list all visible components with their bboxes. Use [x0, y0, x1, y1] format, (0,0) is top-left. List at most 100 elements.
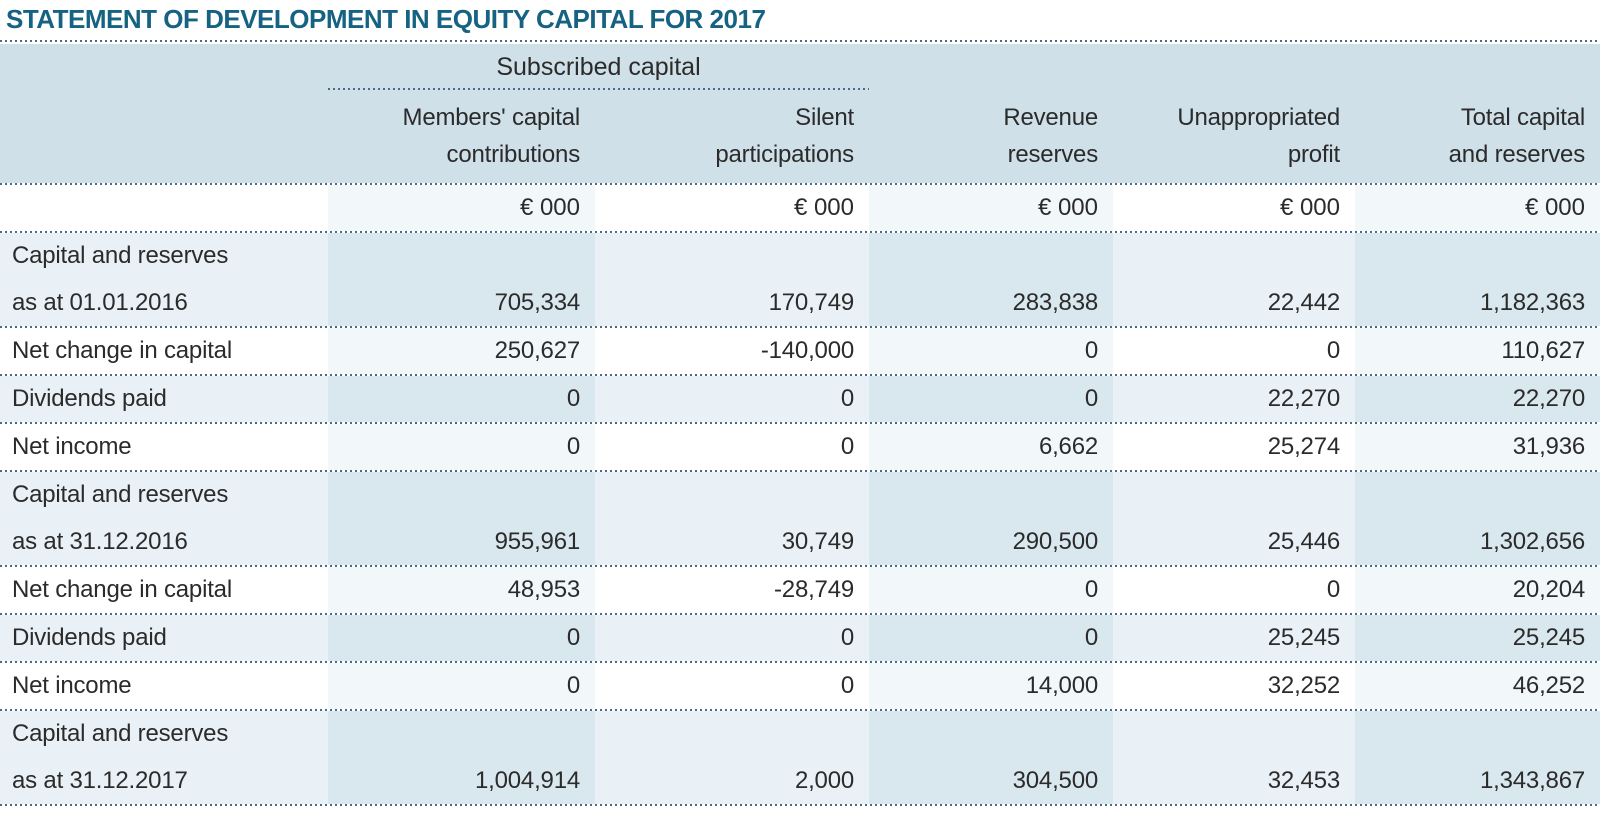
divider: [0, 709, 1600, 711]
cell-members-capital: 0: [328, 615, 595, 661]
unit-row: € 000 € 000 € 000 € 000 € 000: [0, 185, 1600, 231]
group-header-subscribed-capital: Subscribed capital: [328, 44, 869, 90]
table-row-net-change-2017: Net change in capital 48,953 -28,749 0 0…: [0, 567, 1600, 613]
row-label: Dividends paid: [0, 376, 328, 422]
row-label: Dividends paid: [0, 615, 328, 661]
cell-silent-participations: 0: [840, 384, 854, 412]
cell-members-capital: 0: [328, 663, 595, 709]
row-label-line1: Dividends paid: [12, 384, 167, 412]
unit-label: € 000: [869, 185, 1113, 231]
cell-total-capital: 1,302,656: [1355, 472, 1600, 565]
cell-members-capital: 1,004,914: [328, 711, 595, 804]
cell-total-capital: 25,245: [1355, 615, 1600, 661]
divider: [0, 661, 1600, 663]
column-header-line2: contributions: [446, 141, 581, 168]
cell-revenue-reserves: 0: [869, 328, 1113, 374]
group-header-row: Subscribed capital: [0, 44, 1600, 90]
cell-revenue-reserves: 0: [869, 615, 1113, 661]
cell-total-capital: 31,936: [1355, 424, 1600, 470]
cell-unappropriated-profit: 32,252: [1267, 671, 1340, 699]
cell-silent-participations: -140,000: [760, 336, 854, 364]
divider: [0, 470, 1600, 472]
cell-revenue-reserves: 0: [869, 567, 1113, 613]
cell-members-capital: 48,953: [328, 567, 595, 613]
cell-revenue-reserves: 6,662: [869, 424, 1113, 470]
row-label-line2: as at 31.12.2016: [12, 528, 188, 556]
column-header-spacer: [0, 90, 328, 183]
row-label: Net change in capital: [0, 328, 328, 374]
column-header-line2: participations: [715, 141, 854, 168]
cell-revenue-reserves: 290,500: [869, 472, 1113, 565]
cell-unappropriated-profit: 32,453: [1267, 767, 1340, 795]
table-row-dividends-2016: Dividends paid 0 0 0 22,270 22,270: [0, 376, 1600, 422]
cell-members-capital: 250,627: [328, 328, 595, 374]
column-header-line2: reserves: [1007, 141, 1099, 168]
table-row-dividends-2017: Dividends paid 0 0 0 25,245 25,245: [0, 615, 1600, 661]
cell-unappropriated-profit: 0: [1326, 336, 1340, 364]
unit-label: € 000: [1355, 185, 1600, 231]
row-label: Net income: [0, 663, 328, 709]
divider: [0, 422, 1600, 424]
cell-silent-participations: 0: [840, 623, 854, 651]
column-header-line1: Revenue: [1003, 103, 1098, 131]
column-header-line1: Silent: [795, 103, 854, 131]
unit-label: € 000: [328, 185, 595, 231]
divider: [0, 565, 1600, 567]
cell-members-capital: 0: [328, 424, 595, 470]
row-label: Net income: [0, 424, 328, 470]
divider: [0, 183, 1600, 185]
row-label-line1: Capital and reserves: [12, 481, 229, 508]
cell-unappropriated-profit: 22,270: [1267, 384, 1340, 412]
cell-silent-participations: 170,749: [768, 289, 855, 317]
row-label: Capital and reserves as at 31.12.2017: [0, 711, 328, 804]
row-label: Capital and reserves as at 01.01.2016: [0, 233, 328, 326]
cell-revenue-reserves: 283,838: [869, 233, 1113, 326]
column-header-total-capital: Total capital and reserves: [1355, 90, 1600, 183]
cell-unappropriated-profit: 25,446: [1267, 528, 1340, 556]
table-header: Subscribed capital Members' capital cont…: [0, 44, 1600, 183]
unit-label: € 000: [793, 194, 854, 221]
row-label-line2: as at 01.01.2016: [12, 289, 188, 317]
row-label-line1: Capital and reserves: [12, 242, 229, 269]
cell-unappropriated-profit: 25,245: [1267, 623, 1340, 651]
cell-silent-participations: -28,749: [774, 575, 854, 603]
cell-total-capital: 110,627: [1355, 328, 1600, 374]
divider-bottom: [0, 804, 1600, 806]
page-title: STATEMENT OF DEVELOPMENT IN EQUITY CAPIT…: [6, 4, 766, 34]
row-label-line1: Net change in capital: [12, 336, 232, 364]
row-label-line1: Net income: [12, 671, 132, 699]
cell-silent-participations: 2,000: [794, 767, 854, 795]
cell-unappropriated-profit: 25,274: [1267, 432, 1340, 460]
row-label-line1: Net income: [12, 432, 132, 460]
cell-members-capital: 705,334: [328, 233, 595, 326]
table-row-closing-2016: Capital and reserves as at 31.12.2016 95…: [0, 472, 1600, 565]
column-header-line2: and reserves: [1448, 141, 1586, 168]
divider: [0, 374, 1600, 376]
column-header-line2: profit: [1287, 141, 1340, 168]
cell-total-capital: 1,182,363: [1355, 233, 1600, 326]
cell-silent-participations: 30,749: [781, 528, 854, 556]
cell-unappropriated-profit: 0: [1326, 575, 1340, 603]
row-label-line1: Capital and reserves: [12, 720, 229, 747]
unit-spacer: [0, 185, 328, 231]
column-header-members-capital: Members' capital contributions: [328, 90, 595, 183]
column-header-revenue-reserves: Revenue reserves: [869, 90, 1113, 183]
table-row-closing-2017: Capital and reserves as at 31.12.2017 1,…: [0, 711, 1600, 804]
column-header-line1: Members' capital: [402, 103, 581, 131]
column-headers-row: Members' capital contributions Silent pa…: [0, 90, 1600, 183]
cell-members-capital: 0: [328, 376, 595, 422]
column-header-line1: Unappropriated: [1177, 103, 1340, 131]
row-label: Net change in capital: [0, 567, 328, 613]
divider-top: [0, 40, 1600, 42]
table-row-net-income-2016: Net income 0 0 6,662 25,274 31,936: [0, 424, 1600, 470]
column-header-unappropriated-profit: Unappropriated profit: [1113, 90, 1355, 183]
row-label-line1: Net change in capital: [12, 575, 232, 603]
divider: [0, 231, 1600, 233]
cell-total-capital: 20,204: [1355, 567, 1600, 613]
divider: [0, 326, 1600, 328]
cell-members-capital: 955,961: [328, 472, 595, 565]
row-label-line2: as at 31.12.2017: [12, 767, 188, 795]
table-row-net-change-2016: Net change in capital 250,627 -140,000 0…: [0, 328, 1600, 374]
cell-silent-participations: 0: [840, 671, 854, 699]
